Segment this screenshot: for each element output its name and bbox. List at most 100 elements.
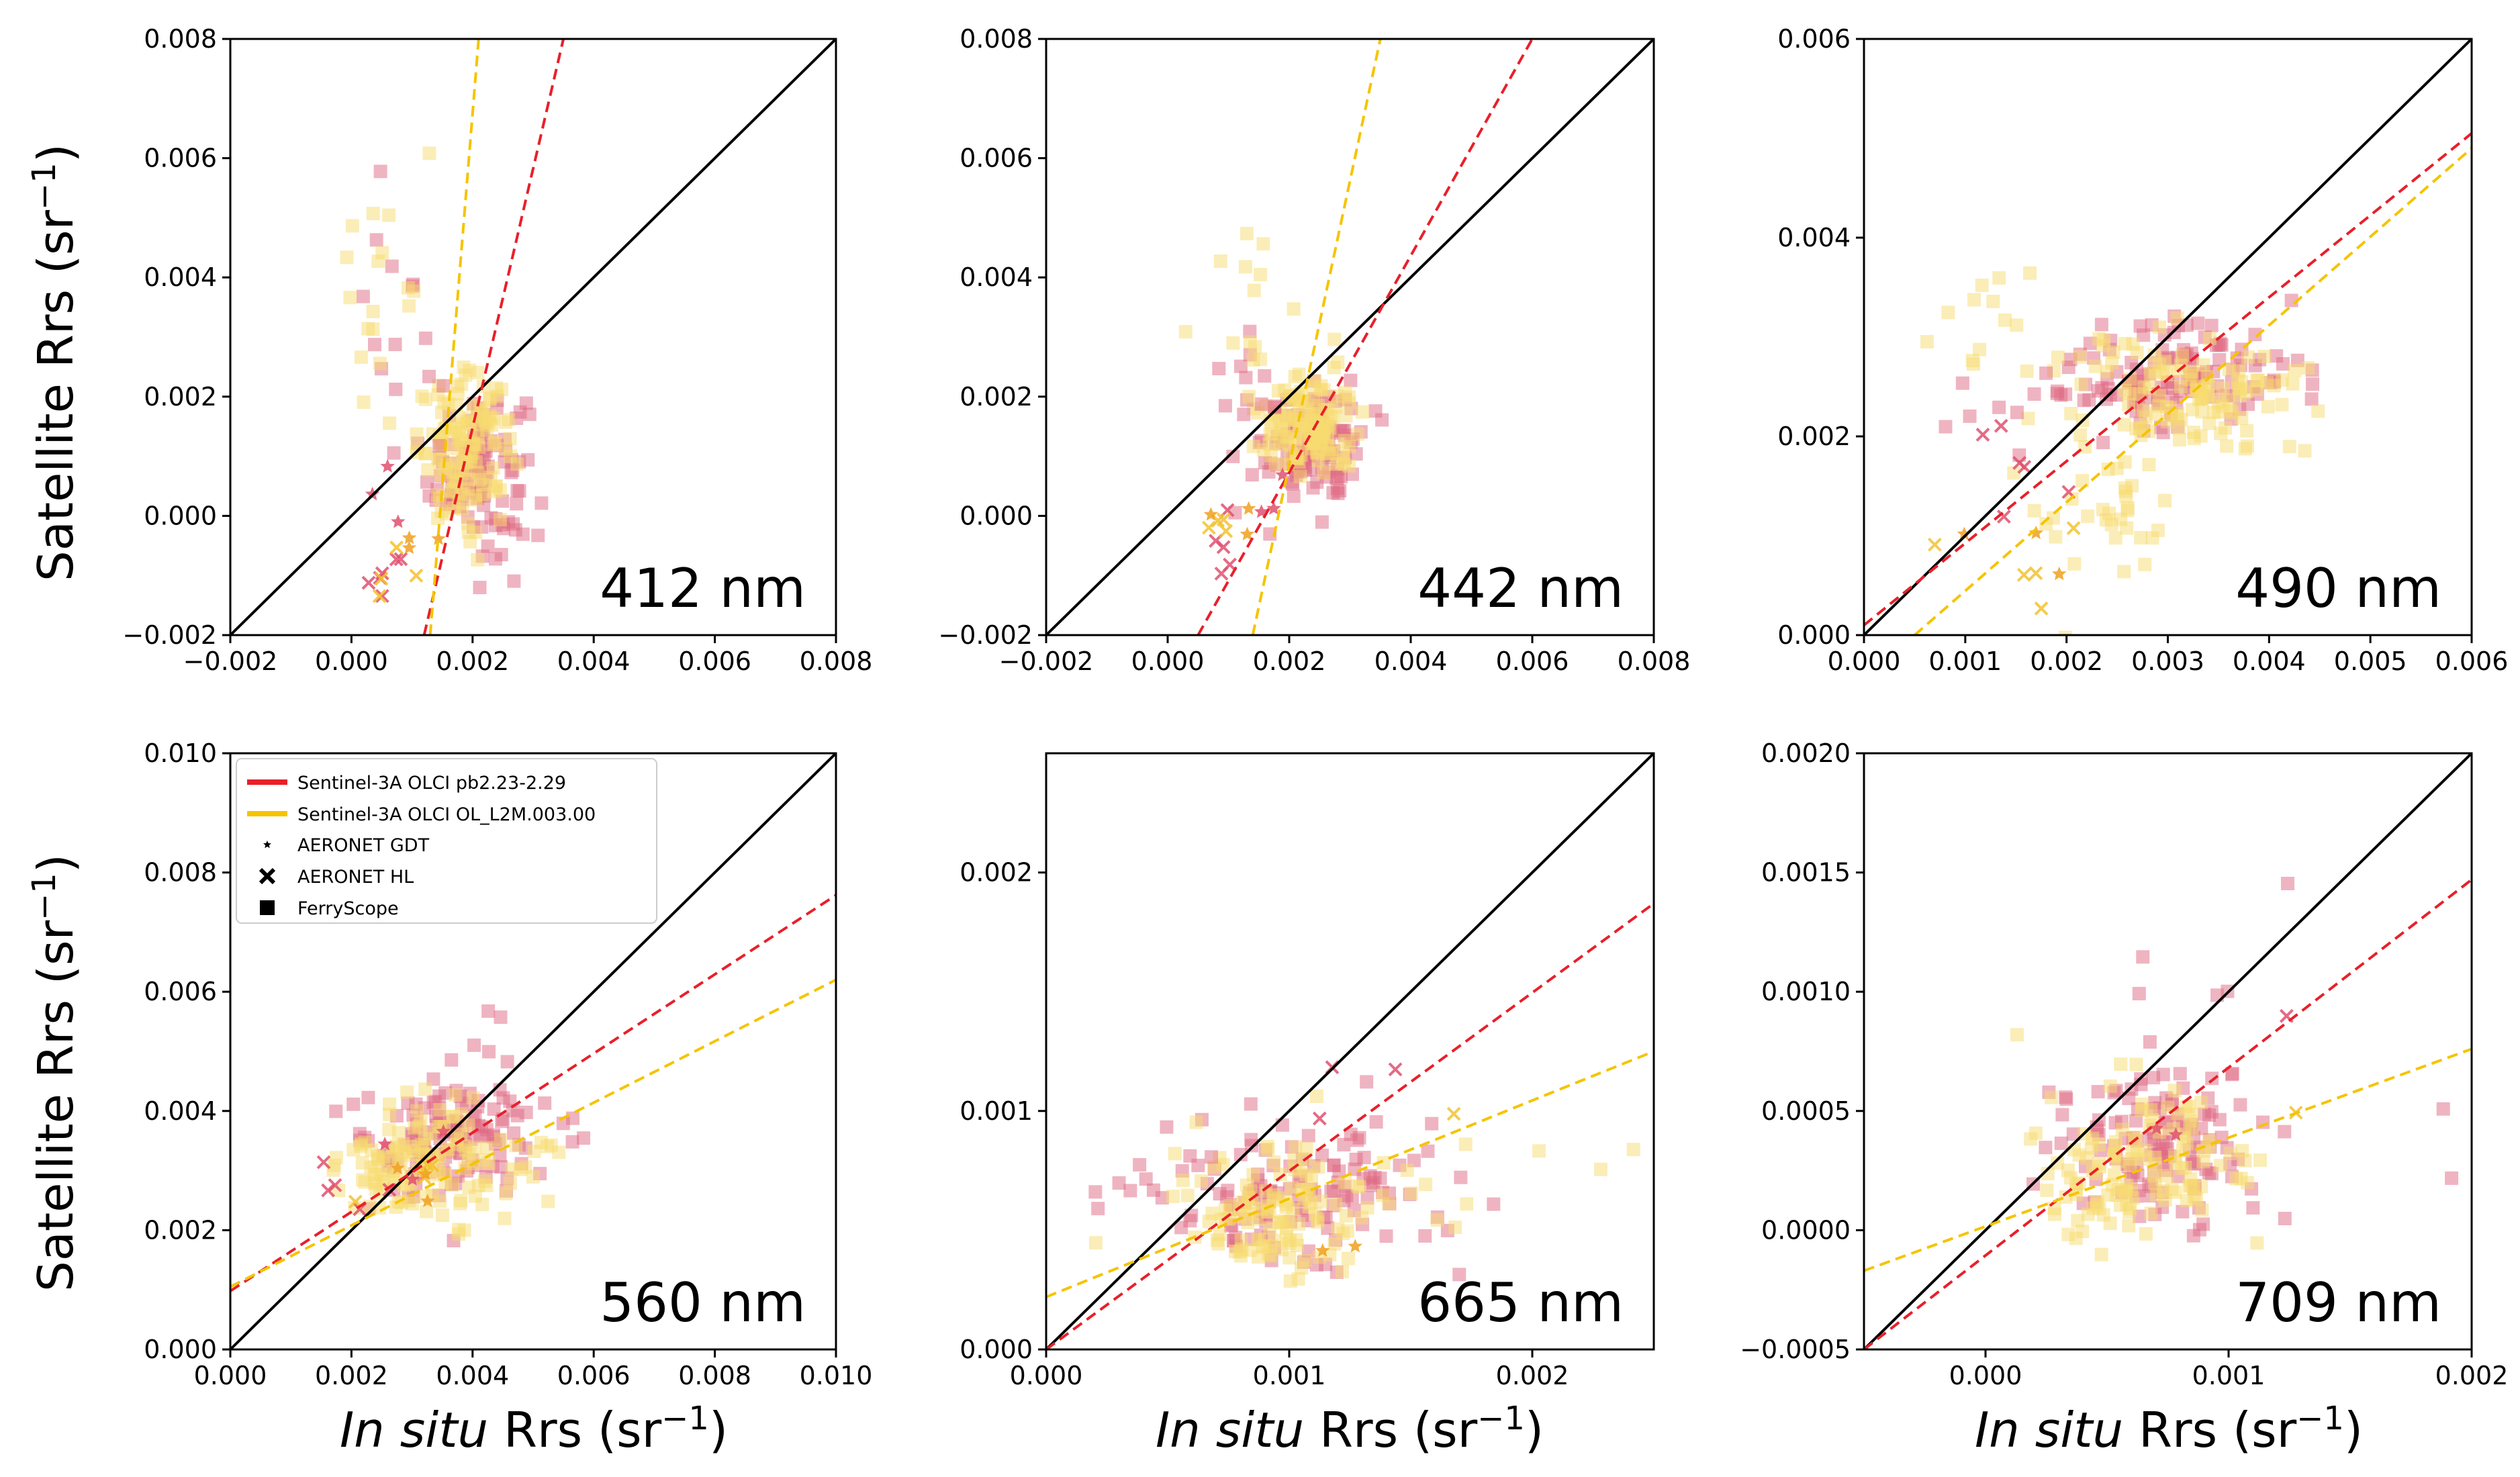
panel-665nm: 0.000 0.001 0.002 0.000 0.001 0.002 665 nm xyxy=(960,752,1655,1390)
ferryscope-point xyxy=(2172,432,2186,446)
ferryscope-point xyxy=(510,457,524,471)
y-tick-label: 0.000 xyxy=(144,501,217,530)
ferryscope-point xyxy=(2147,1169,2161,1183)
ferryscope-point xyxy=(1289,1140,1303,1154)
ferryscope-point xyxy=(1256,443,1270,457)
aeronet-gdt-point xyxy=(1957,526,1972,540)
y-tick-label: 0.008 xyxy=(144,858,217,888)
x-tick-label: 0.001 xyxy=(1928,647,2002,676)
ferryscope-point xyxy=(2185,368,2199,382)
ferryscope-point xyxy=(2092,1202,2106,1216)
aeronet-gdt-point xyxy=(2028,525,2044,540)
ferryscope-point xyxy=(2194,1180,2208,1194)
ferryscope-point xyxy=(2174,379,2188,393)
ferryscope-point xyxy=(2281,877,2295,891)
ferryscope-point xyxy=(1258,369,1272,383)
ferryscope-point xyxy=(2306,377,2320,391)
ferryscope-point xyxy=(421,463,435,477)
ferryscope-point xyxy=(2118,336,2132,350)
ferryscope-point xyxy=(1336,1265,1350,1279)
ferryscope-point xyxy=(375,246,389,260)
y-tick-label: 0.000 xyxy=(960,501,1033,530)
ferryscope-point xyxy=(1404,1186,1418,1200)
ferryscope-point xyxy=(1239,371,1253,385)
panel-412nm: −0.002 0.000 0.002 0.004 0.006 0.008 −0.002 0.0… xyxy=(122,24,872,676)
ferryscope-point xyxy=(1354,1210,1368,1225)
ferryscope-point xyxy=(1263,527,1277,541)
ferryscope-point xyxy=(494,1133,508,1147)
ferryscope-point xyxy=(2028,1126,2043,1140)
ferryscope-point xyxy=(2091,1085,2105,1099)
ferryscope-point xyxy=(2092,332,2106,346)
ferryscope-point xyxy=(346,1143,361,1157)
aeronet-hl-point xyxy=(1214,566,1229,581)
ferryscope-point xyxy=(1139,1172,1153,1186)
ferryscope-point xyxy=(1341,1251,1355,1266)
ferryscope-point xyxy=(436,379,451,393)
ferryscope-point xyxy=(1376,1155,1391,1170)
aeronet-gdt-point xyxy=(418,1166,433,1180)
ferryscope-point xyxy=(1254,267,1268,281)
ferryscope-point xyxy=(383,1097,397,1111)
ferryscope-point xyxy=(2151,523,2165,537)
ferryscope-point xyxy=(356,289,370,303)
xlabel-left: In situ Rrs (sr−1) xyxy=(340,1400,728,1458)
ferryscope-point xyxy=(2257,349,2272,363)
ferryscope-point xyxy=(426,1072,440,1086)
ferryscope-point xyxy=(2125,1082,2139,1096)
panel-490nm: 0.000 0.001 0.002 0.003 0.004 0.005 0.006 0.000… xyxy=(1777,24,2508,676)
ferryscope-point xyxy=(1315,515,1329,529)
ferryscope-point xyxy=(1238,260,1252,274)
ferryscope-point xyxy=(2134,428,2148,442)
ferryscope-point xyxy=(1327,332,1342,346)
aeronet-hl-point xyxy=(1996,510,2011,524)
ferryscope-point xyxy=(473,581,487,595)
ferryscope-point xyxy=(2073,350,2087,364)
ferryscope-point xyxy=(458,1161,472,1175)
ferryscope-point xyxy=(383,416,397,430)
x-tick-label: 0.006 xyxy=(678,647,751,676)
ferryscope-point xyxy=(458,448,472,463)
ferryscope-point xyxy=(389,382,403,396)
ferryscope-point xyxy=(418,331,432,345)
y-tick-label: 0.000 xyxy=(144,1335,217,1364)
ferryscope-point xyxy=(2126,1145,2140,1159)
ferryscope-point xyxy=(346,1097,361,1111)
aeronet-hl-point xyxy=(372,589,387,604)
ferryscope-point xyxy=(1323,446,1337,460)
ferryscope-point xyxy=(369,233,383,247)
ferryscope-point xyxy=(1452,1268,1466,1282)
ferryscope-point xyxy=(367,1168,381,1182)
ferryscope-point xyxy=(1430,1213,1444,1227)
ferryscope-point xyxy=(1292,1217,1306,1231)
aeronet-hl-point xyxy=(321,1183,336,1198)
aeronet-hl-point xyxy=(1446,1106,1461,1121)
wavelength-label: 412 nm xyxy=(600,557,806,620)
ferryscope-point xyxy=(2253,1153,2268,1168)
ferryscope-point xyxy=(2178,1127,2192,1141)
ferryscope-point xyxy=(355,1155,369,1170)
ferryscope-point xyxy=(2235,1144,2249,1158)
ferryscope-point xyxy=(388,338,402,352)
ferryscope-point xyxy=(2250,373,2264,387)
ferryscope-point xyxy=(2238,442,2252,456)
ferryscope-point xyxy=(519,1105,533,1119)
ferryscope-point xyxy=(2138,557,2152,571)
ferryscope-point xyxy=(1088,1185,1103,1199)
x-tick-label: 0.006 xyxy=(1496,647,1569,676)
ferryscope-point xyxy=(422,369,436,383)
ferryscope-point xyxy=(1311,453,1325,467)
panel-data xyxy=(1046,753,1654,1349)
ferryscope-point xyxy=(2133,387,2147,401)
ferryscope-point xyxy=(462,412,476,426)
ferryscope-point xyxy=(2106,345,2120,359)
ferryscope-point xyxy=(473,1129,487,1143)
ferryscope-point xyxy=(1268,457,1282,471)
ferryscope-point xyxy=(1218,399,1232,413)
ferryscope-point xyxy=(521,452,535,467)
ferryscope-point xyxy=(1314,1194,1328,1208)
ferryscope-point xyxy=(495,1114,509,1129)
ferryscope-point xyxy=(400,1085,414,1099)
ferryscope-point xyxy=(1298,1254,1312,1268)
ferryscope-point xyxy=(514,1162,528,1176)
